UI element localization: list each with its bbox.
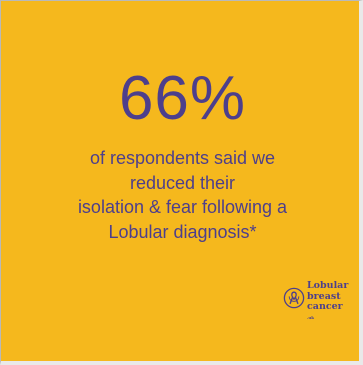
logo-suffix: .uk	[307, 314, 315, 320]
description-line-4: Lobular diagnosis*	[108, 221, 257, 242]
logo-line-3-text: cancer	[307, 301, 343, 312]
description-line-2: reduced their	[129, 172, 236, 193]
logo-line-2: breast	[307, 290, 341, 302]
description-line-3: isolation & fear following a	[77, 197, 288, 217]
logo-line-1: Lobular	[307, 280, 349, 291]
logo-line-3: cancer .uk	[307, 301, 348, 323]
statistic-value: 66%	[118, 64, 247, 133]
logo-wordmark: Lobular breast cancer .uk	[307, 280, 349, 323]
description-line-1: of respondents said we	[89, 148, 276, 168]
statistic-description: of respondents said we reduced their iso…	[11, 146, 354, 244]
lobular-breast-cancer-logo: Lobular breast cancer .uk	[283, 280, 348, 320]
ribbon-icon	[283, 287, 305, 309]
